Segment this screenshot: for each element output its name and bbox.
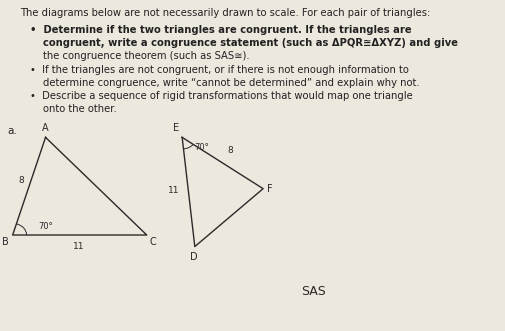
Text: congruent, write a congruence statement (such as ΔPQR≅ΔXYZ) and give: congruent, write a congruence statement … [43,38,457,48]
Text: B: B [2,237,9,247]
Text: the congruence theorem (such as SAS≅).: the congruence theorem (such as SAS≅). [43,51,249,61]
Text: 70°: 70° [38,222,53,231]
Text: onto the other.: onto the other. [43,104,117,114]
Text: •  Describe a sequence of rigid transformations that would map one triangle: • Describe a sequence of rigid transform… [30,91,412,101]
Text: 8: 8 [18,176,24,185]
Text: SAS: SAS [301,285,325,298]
Text: F: F [267,184,272,194]
Text: D: D [189,252,197,261]
Text: 11: 11 [168,186,179,195]
Text: determine congruence, write “cannot be determined” and explain why not.: determine congruence, write “cannot be d… [43,78,419,88]
Text: 70°: 70° [193,143,208,152]
Text: E: E [173,123,179,133]
Text: 11: 11 [73,242,84,251]
Text: C: C [149,237,156,247]
Text: A: A [42,123,49,133]
Text: The diagrams below are not necessarily drawn to scale. For each pair of triangle: The diagrams below are not necessarily d… [20,8,430,18]
Text: •  Determine if the two triangles are congruent. If the triangles are: • Determine if the two triangles are con… [30,25,411,35]
Text: •  If the triangles are not congruent, or if there is not enough information to: • If the triangles are not congruent, or… [30,65,409,74]
Text: 8: 8 [227,146,233,155]
Text: a.: a. [8,126,17,136]
